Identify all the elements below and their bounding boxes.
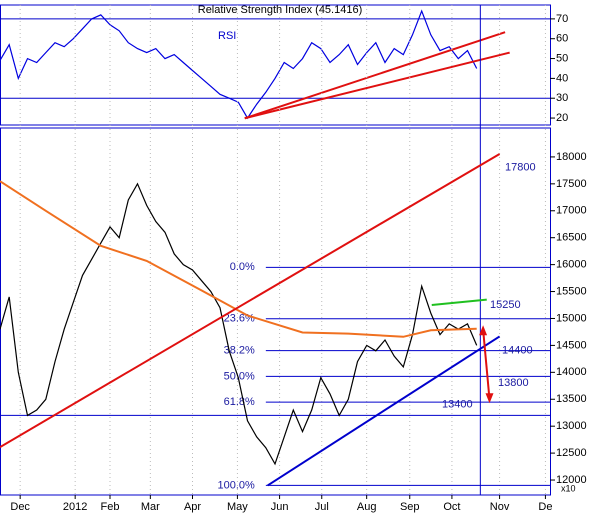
y-tick-label: 12500	[556, 447, 587, 459]
trendline	[482, 329, 491, 400]
y-tick-label: 17000	[556, 205, 587, 217]
x-tick-label: Feb	[101, 501, 120, 513]
fib-label: 100.0%	[218, 479, 256, 491]
y-tick-label: 70	[556, 13, 568, 25]
y-tick-label: 12000	[556, 474, 587, 486]
x-tick-label: May	[227, 501, 248, 513]
x-tick-label: Apr	[184, 501, 201, 513]
x-tick-label: Jun	[271, 501, 289, 513]
trendline	[0, 153, 501, 448]
fib-label: 23.6%	[224, 313, 255, 325]
moving-average	[0, 180, 477, 338]
x-tick-label: De	[538, 501, 552, 513]
y-tick-label: 15500	[556, 285, 587, 297]
y-tick-label: 17500	[556, 178, 587, 190]
fib-label: 0.0%	[230, 261, 255, 273]
y-tick-label: 16000	[556, 259, 587, 271]
price-label: 14400	[502, 345, 533, 357]
series-line	[0, 9, 478, 120]
rsi-frame	[0, 4, 551, 126]
y-tick-label: 14000	[556, 366, 587, 378]
x-tick-label: Jul	[315, 501, 329, 513]
trendline	[267, 335, 501, 487]
y-tick-label: 14500	[556, 339, 587, 351]
price-label: 17800	[505, 162, 536, 174]
y-tick-label: 60	[556, 33, 568, 45]
arrow-head	[485, 393, 494, 404]
y-tick-label: 50	[556, 52, 568, 64]
arrow-head	[479, 325, 488, 336]
trendline	[431, 298, 487, 307]
fib-label: 61.8%	[224, 396, 255, 408]
rsi-label: RSI	[218, 30, 236, 42]
price-frame	[0, 127, 551, 496]
x-tick-label: Sep	[400, 501, 420, 513]
y-tick-label: 30	[556, 92, 568, 104]
y-tick-label: 16500	[556, 232, 587, 244]
x-tick-label: Aug	[357, 501, 377, 513]
y-tick-label: 20	[556, 112, 568, 124]
x-tick-label: Oct	[443, 501, 460, 513]
trendline	[244, 31, 506, 120]
series-line	[0, 182, 478, 466]
y-tick-label: 40	[556, 72, 568, 84]
x-tick-label: Nov	[490, 501, 510, 513]
trendline	[244, 51, 510, 120]
y-tick-label: 18000	[556, 151, 587, 163]
fib-label: 38.2%	[224, 345, 255, 357]
x-tick-label: 2012	[63, 501, 87, 513]
x-tick-label: Dec	[10, 501, 30, 513]
x-tick-label: Mar	[141, 501, 160, 513]
unit-label: x10	[561, 483, 576, 493]
price-label: 13400	[442, 399, 473, 411]
y-tick-label: 13000	[556, 420, 587, 432]
y-tick-label: 15000	[556, 312, 587, 324]
fib-label: 50.0%	[224, 370, 255, 382]
price-label: 13800	[498, 377, 529, 389]
price-label: 15250	[490, 299, 521, 311]
y-tick-label: 13500	[556, 393, 587, 405]
